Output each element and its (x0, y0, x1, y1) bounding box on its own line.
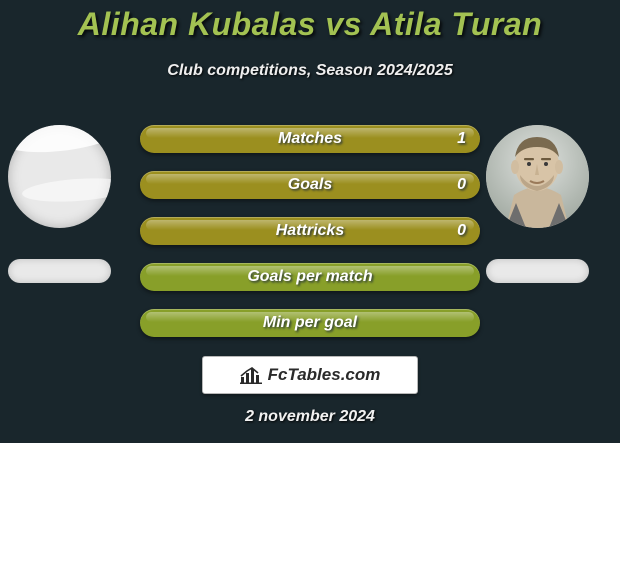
stat-bar: Matches1 (140, 125, 480, 153)
stat-bar-label: Min per goal (140, 309, 480, 337)
stat-bar-label: Matches (140, 125, 480, 153)
stat-bar: Goals0 (140, 171, 480, 199)
page-title: Alihan Kubalas vs Atila Turan (0, 6, 620, 43)
stat-bar-label: Goals per match (140, 263, 480, 291)
stat-bar: Hattricks0 (140, 217, 480, 245)
player-right-avatar (486, 125, 589, 228)
stat-bar-value: 0 (457, 217, 466, 245)
source-logo-card: FcTables.com (202, 356, 418, 394)
stat-bar: Goals per match (140, 263, 480, 291)
source-logo-text: FcTables.com (268, 365, 381, 385)
stat-bar-value: 0 (457, 171, 466, 199)
date-line: 2 november 2024 (0, 408, 620, 426)
stat-bar-label: Goals (140, 171, 480, 199)
bar-chart-icon (240, 366, 262, 384)
player-left-avatar (8, 125, 111, 228)
stat-bars: Matches1Goals0Hattricks0Goals per matchM… (140, 125, 480, 355)
stat-bar: Min per goal (140, 309, 480, 337)
stat-bar-value: 1 (457, 125, 466, 153)
player-left-club-chip (8, 259, 111, 283)
subtitle: Club competitions, Season 2024/2025 (0, 62, 620, 80)
player-right-club-chip (486, 259, 589, 283)
player-photo-icon (486, 125, 589, 228)
stat-bar-label: Hattricks (140, 217, 480, 245)
